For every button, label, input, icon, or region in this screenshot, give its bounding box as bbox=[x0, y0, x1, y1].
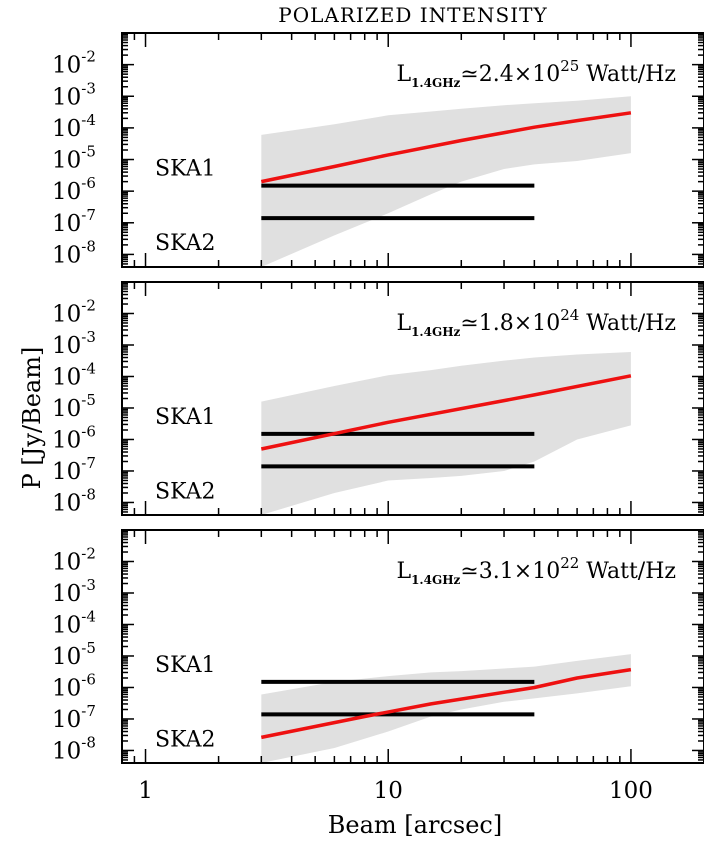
y-tick-label: 10-3 bbox=[52, 576, 96, 607]
y-axis-label: P [Jy/Beam] bbox=[18, 347, 46, 490]
y-tick-label: 10-6 bbox=[52, 422, 96, 453]
y-tick-label: 10-8 bbox=[52, 485, 96, 516]
y-tick-label: 10-2 bbox=[52, 48, 96, 79]
y-tick-label: 10-8 bbox=[52, 733, 96, 764]
y-tick-label: 10-8 bbox=[52, 237, 96, 268]
model-line bbox=[260, 667, 632, 740]
ska2-label: SKA2 bbox=[155, 479, 216, 504]
figure-title: POLARIZED INTENSITY bbox=[278, 3, 547, 27]
y-tick-label: 10-4 bbox=[52, 359, 96, 390]
y-tick-label: 10-5 bbox=[52, 639, 96, 670]
ska1-label: SKA1 bbox=[155, 157, 216, 182]
y-tick-label: 10-7 bbox=[52, 454, 96, 485]
uncertainty-band bbox=[261, 96, 631, 267]
y-tick-label: 10-2 bbox=[52, 296, 96, 327]
panel-2: SKA1 SKA2 10-210-310-410-510-610-710-8 L1.4… bbox=[52, 281, 704, 516]
y-tick-label: 10-3 bbox=[52, 79, 96, 110]
x-axis-label: Beam [arcsec] bbox=[328, 811, 502, 839]
y-tick-label: 10-6 bbox=[52, 174, 96, 205]
y-tick-label: 10-4 bbox=[52, 111, 96, 142]
ska1-label: SKA1 bbox=[155, 653, 216, 678]
y-tick-label: 10-7 bbox=[52, 206, 96, 237]
y-tick-label: 10-6 bbox=[52, 670, 96, 701]
panel-3: SKA1 SKA2 10-210-310-410-510-610-710-8 L1.4… bbox=[52, 529, 704, 764]
y-tick-label: 10-5 bbox=[52, 391, 96, 422]
model-line bbox=[260, 374, 632, 451]
uncertainty-band bbox=[261, 654, 631, 763]
panel-1: SKA1 SKA2 10-210-310-410-510-610-710-8 L1.4… bbox=[52, 32, 704, 268]
ska2-label: SKA2 bbox=[155, 231, 216, 256]
y-tick-label: 10-5 bbox=[52, 143, 96, 174]
y-tick-label: 10-3 bbox=[52, 328, 96, 359]
y-tick-label: 10-2 bbox=[52, 544, 96, 575]
ska1-label: SKA1 bbox=[155, 405, 216, 430]
y-tick-label: 10-4 bbox=[52, 607, 96, 638]
x-tick-label: 100 bbox=[609, 778, 653, 804]
luminosity-annotation: L1.4GHz≃3.1×1022 Watt/Hz bbox=[396, 554, 676, 587]
luminosity-annotation: L1.4GHz≃2.4×1025 Watt/Hz bbox=[396, 57, 676, 90]
luminosity-annotation: L1.4GHz≃1.8×1024 Watt/Hz bbox=[396, 306, 676, 339]
x-tick-label: 10 bbox=[374, 778, 403, 804]
panels-group: SKA1SKA210-210-310-410-510-610-710-8L1.4… bbox=[52, 32, 704, 804]
model-line bbox=[260, 111, 632, 184]
y-tick-label: 10-7 bbox=[52, 702, 96, 733]
ska2-label: SKA2 bbox=[155, 727, 216, 752]
x-tick-label: 1 bbox=[138, 778, 153, 804]
